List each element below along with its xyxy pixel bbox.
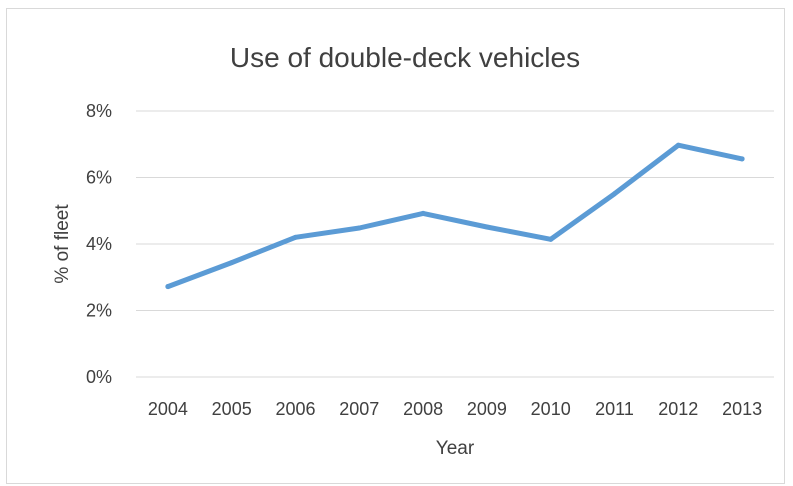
x-tick-label: 2006 xyxy=(275,399,315,419)
x-axis-label: Year xyxy=(436,438,475,459)
data-point xyxy=(484,224,490,230)
data-point xyxy=(675,142,681,148)
y-tick-label: 8% xyxy=(86,101,112,121)
x-tick-label: 2010 xyxy=(531,399,571,419)
x-tick-label: 2005 xyxy=(212,399,252,419)
data-point xyxy=(420,210,426,216)
chart-frame xyxy=(6,8,785,484)
x-tick-label: 2008 xyxy=(403,399,443,419)
gridlines xyxy=(136,110,774,378)
x-tick-label: 2009 xyxy=(467,399,507,419)
x-tick-label: 2012 xyxy=(658,399,698,419)
y-tick-label: 6% xyxy=(86,168,112,188)
y-tick-label: 4% xyxy=(86,234,112,254)
data-point xyxy=(739,156,745,162)
x-tick-label: 2013 xyxy=(722,399,762,419)
data-point xyxy=(356,225,362,231)
series-line xyxy=(165,142,745,290)
x-tick-label: 2011 xyxy=(595,399,634,419)
x-tick-labels: 2004 2005 2006 2007 2008 2009 2010 2011 2012 2013 xyxy=(148,399,762,419)
y-tick-labels: 0% 2% 4% 6% 8% xyxy=(86,101,112,387)
y-axis-label: % of fleet xyxy=(52,204,73,284)
x-tick-label: 2004 xyxy=(148,399,188,419)
data-point xyxy=(293,234,298,240)
x-tick-label: 2007 xyxy=(339,399,379,419)
chart-title: Use of double-deck vehicles xyxy=(230,42,580,73)
y-tick-label: 2% xyxy=(86,301,112,321)
series-group xyxy=(165,142,745,290)
data-point xyxy=(229,260,235,266)
y-tick-label: 0% xyxy=(86,367,112,387)
data-point xyxy=(612,191,617,197)
data-point xyxy=(165,284,171,290)
data-point xyxy=(548,236,554,242)
